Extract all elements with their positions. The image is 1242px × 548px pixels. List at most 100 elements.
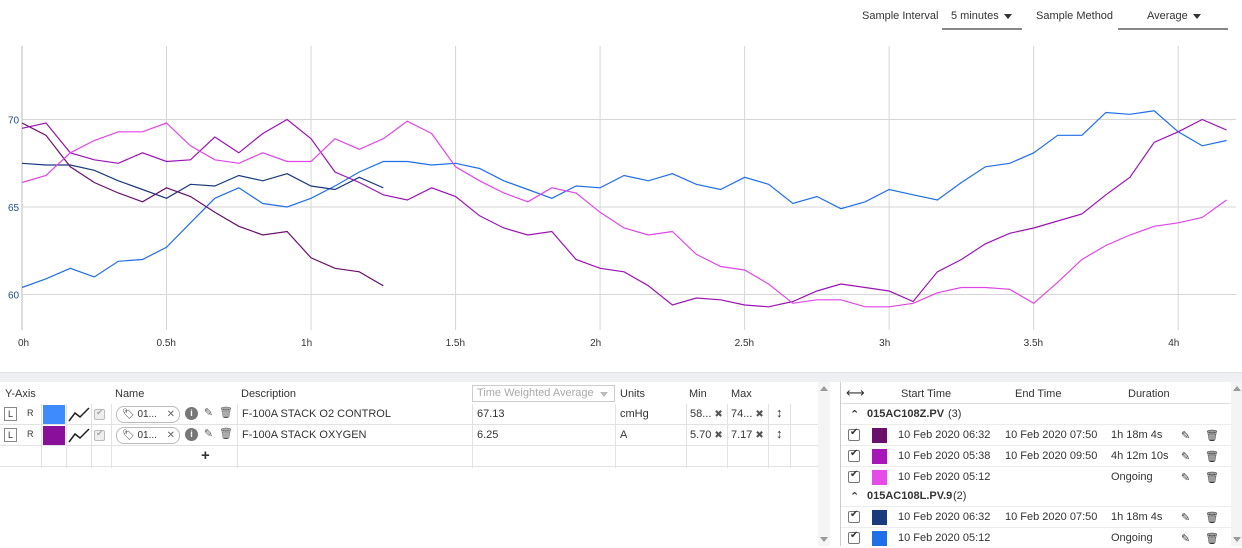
- series-scrollbar[interactable]: [818, 382, 830, 546]
- expand-columns-icon[interactable]: ⟷: [846, 385, 865, 400]
- capsule-color-swatch[interactable]: [872, 531, 887, 546]
- clear-max-icon[interactable]: ✖: [755, 409, 764, 420]
- series-line-3: [21, 122, 384, 287]
- chevron-down-icon: [1003, 13, 1012, 19]
- capsule-start: 10 Feb 2020 05:12: [898, 471, 991, 483]
- trash-icon[interactable]: 🗑: [1205, 451, 1219, 463]
- series-description: F-100A STACK O2 CONTROL: [242, 408, 391, 420]
- chevron-up-icon[interactable]: ⌃: [850, 491, 860, 503]
- axis-right-toggle[interactable]: R: [27, 408, 34, 418]
- capsule-group-header[interactable]: ⌃ 015AC108Z.PV (3): [841, 404, 1231, 424]
- close-icon[interactable]: ✕: [166, 430, 175, 441]
- series-visible-checkbox[interactable]: [94, 407, 105, 420]
- capsule-checkbox[interactable]: [848, 530, 860, 544]
- capsule-row[interactable]: 10 Feb 2020 05:12 Ongoing ✎ 🗑: [841, 466, 1231, 487]
- capsule-checkbox[interactable]: [848, 427, 860, 441]
- x-tick-label: 3.5h: [1024, 338, 1043, 349]
- capsule-row[interactable]: 10 Feb 2020 05:38 10 Feb 2020 09:50 4h 1…: [841, 445, 1231, 466]
- header-end-time: End Time: [1015, 388, 1062, 400]
- chevron-down-icon: [1192, 13, 1201, 19]
- panel-divider[interactable]: [0, 372, 1242, 382]
- column-divider: [686, 404, 687, 468]
- capsule-duration: 4h 12m 10s: [1111, 450, 1169, 462]
- pencil-icon[interactable]: ✎: [203, 428, 214, 440]
- series-line-5: [21, 120, 1227, 308]
- trash-icon[interactable]: 🗑: [1205, 512, 1219, 524]
- trash-icon[interactable]: 🗑: [1205, 430, 1219, 442]
- capsule-checkbox[interactable]: [848, 469, 860, 483]
- column-divider: [727, 404, 728, 468]
- scroll-up-icon[interactable]: [1233, 386, 1241, 391]
- capsule-row[interactable]: 10 Feb 2020 06:32 10 Feb 2020 07:50 1h 1…: [841, 424, 1231, 445]
- pencil-icon[interactable]: ✎: [1181, 533, 1191, 545]
- resize-vertical-icon[interactable]: ↕: [776, 426, 783, 441]
- capsule-start: 10 Feb 2020 06:32: [898, 511, 991, 523]
- header-start-time: Start Time: [901, 388, 952, 400]
- trash-icon[interactable]: 🗑: [219, 407, 233, 419]
- sample-interval-dropdown[interactable]: 5 minutes: [951, 10, 1012, 22]
- series-line-4: [21, 118, 1227, 308]
- line-style-icon[interactable]: [68, 427, 90, 444]
- header-name: Name: [115, 388, 145, 400]
- capsule-color-swatch[interactable]: [872, 449, 887, 464]
- series-color-swatch[interactable]: [43, 405, 65, 424]
- series-min: 5.70 ✖: [690, 429, 723, 441]
- pencil-icon[interactable]: ✎: [1181, 472, 1191, 484]
- capsule-checkbox[interactable]: [848, 448, 860, 462]
- capsule-color-swatch[interactable]: [872, 510, 887, 525]
- tag-chip[interactable]: 🏷 01... ✕: [116, 427, 180, 444]
- pencil-icon[interactable]: ✎: [1181, 430, 1191, 442]
- pencil-icon[interactable]: ✎: [203, 407, 214, 419]
- series-units: A: [620, 429, 628, 441]
- column-divider: [66, 404, 67, 468]
- info-icon[interactable]: i: [185, 428, 198, 441]
- pencil-icon[interactable]: ✎: [1181, 451, 1191, 463]
- capsule-row[interactable]: 10 Feb 2020 05:12 Ongoing ✎ 🗑: [841, 527, 1231, 548]
- statistic-dropdown[interactable]: Time Weighted Average: [472, 385, 615, 402]
- clear-min-icon[interactable]: ✖: [714, 430, 723, 441]
- capsule-color-swatch[interactable]: [872, 428, 887, 443]
- axis-left-toggle[interactable]: L: [4, 428, 17, 442]
- capsule-checkbox[interactable]: [848, 509, 860, 523]
- sample-method-dropdown[interactable]: Average: [1147, 10, 1201, 22]
- trend-chart[interactable]: 70 65 60 0h 0.5h 1h 1.5h 2h 2.5h 3h 3.5h 4h: [0, 34, 1242, 354]
- info-icon[interactable]: i: [185, 407, 198, 420]
- column-divider: [237, 404, 238, 468]
- capsule-duration: Ongoing: [1111, 471, 1153, 483]
- scroll-down-icon[interactable]: [820, 537, 828, 542]
- series-color-swatch[interactable]: [43, 426, 65, 445]
- capsule-group-header[interactable]: ⌃ 015AC108L.PV.9 (2): [841, 486, 1231, 506]
- capsule-group-name: 015AC108L.PV.9: [867, 490, 953, 502]
- resize-vertical-icon[interactable]: ↕: [776, 405, 783, 420]
- tag-chip[interactable]: 🏷 01... ✕: [116, 406, 180, 423]
- trash-icon[interactable]: 🗑: [1205, 472, 1219, 484]
- scroll-up-icon[interactable]: [820, 386, 828, 391]
- series-table: Y-Axis Name Description Time Weighted Av…: [0, 382, 830, 546]
- trash-icon[interactable]: 🗑: [1205, 533, 1219, 545]
- capsule-row[interactable]: 10 Feb 2020 06:32 10 Feb 2020 07:50 1h 1…: [841, 506, 1231, 527]
- axis-right-toggle[interactable]: R: [27, 429, 34, 439]
- capsules-scrollbar[interactable]: [1231, 382, 1242, 546]
- y-tick-label: 70: [8, 116, 20, 127]
- clear-max-icon[interactable]: ✖: [755, 430, 764, 441]
- axis-left-toggle[interactable]: L: [4, 407, 17, 421]
- close-icon[interactable]: ✕: [166, 409, 175, 420]
- chevron-up-icon[interactable]: ⌃: [850, 409, 860, 421]
- sample-interval-underline: [942, 28, 1022, 30]
- pencil-icon[interactable]: ✎: [1181, 512, 1191, 524]
- line-style-icon[interactable]: [68, 406, 90, 423]
- capsule-color-swatch[interactable]: [872, 470, 887, 485]
- add-series-button[interactable]: +: [201, 447, 210, 464]
- scroll-down-icon[interactable]: [1233, 537, 1241, 542]
- capsule-group-name: 015AC108Z.PV: [867, 408, 945, 420]
- clear-min-icon[interactable]: ✖: [714, 409, 723, 420]
- x-tick-label: 4h: [1168, 338, 1179, 349]
- x-tick-label: 0.5h: [157, 338, 176, 349]
- sample-method-underline: [1118, 28, 1228, 30]
- header-description: Description: [241, 388, 297, 400]
- series-visible-checkbox[interactable]: [94, 428, 105, 441]
- column-divider: [768, 404, 769, 468]
- series-units: cmHg: [620, 408, 649, 420]
- header-duration: Duration: [1128, 388, 1170, 400]
- trash-icon[interactable]: 🗑: [219, 428, 233, 440]
